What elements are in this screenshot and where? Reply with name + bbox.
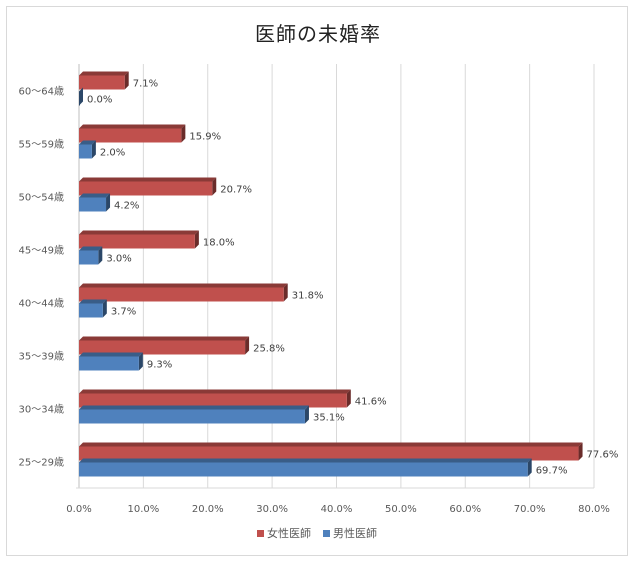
x-tick-label: 60.0%: [449, 504, 481, 515]
bar: [79, 393, 347, 408]
data-label: 69.7%: [536, 466, 568, 477]
bar-side-face: [91, 140, 96, 159]
legend-swatch: [257, 530, 264, 537]
bar: [79, 340, 246, 355]
y-tick-label: 55〜59歳: [19, 139, 64, 151]
y-tick-label: 35〜39歳: [19, 351, 64, 363]
data-label: 3.0%: [106, 254, 131, 265]
bar-side-face: [346, 389, 351, 408]
y-tick-label: 50〜54歳: [19, 192, 64, 204]
bar: [79, 181, 213, 196]
bar-side-face: [138, 352, 143, 371]
bar-top-face: [79, 283, 288, 288]
bar-top-face: [79, 442, 583, 447]
bar-top-face: [79, 230, 199, 235]
data-label: 2.0%: [100, 148, 125, 159]
bar-top-face: [79, 71, 129, 76]
x-tick-label: 80.0%: [578, 504, 610, 515]
bar-top-face: [79, 177, 217, 182]
bar-top-face: [79, 140, 96, 145]
data-label: 25.8%: [253, 344, 285, 355]
bar-side-face: [212, 177, 217, 196]
bar-top-face: [79, 389, 351, 394]
y-tick-label: 60〜64歳: [19, 86, 64, 98]
bar: [79, 91, 80, 106]
bar-top-face: [79, 299, 107, 304]
bar-top-face: [79, 193, 111, 198]
bar-top-face: [79, 124, 186, 129]
y-tick-label: 40〜44歳: [19, 298, 64, 310]
data-label: 20.7%: [220, 185, 252, 196]
x-tick-label: 40.0%: [321, 504, 353, 515]
x-tick-label: 10.0%: [127, 504, 159, 515]
bar: [79, 128, 182, 143]
data-label: 31.8%: [292, 291, 324, 302]
bar-top-face: [79, 352, 143, 357]
bar-side-face: [181, 124, 186, 143]
bar-side-face: [245, 336, 250, 355]
bar: [79, 197, 107, 212]
bar: [79, 287, 284, 302]
bar: [79, 356, 139, 371]
y-tick-label: 45〜49歳: [19, 245, 64, 257]
bar-side-face: [106, 193, 111, 212]
legend-label: 男性医師: [333, 526, 377, 540]
y-tick-label: 30〜34歳: [19, 404, 64, 416]
data-label: 9.3%: [147, 360, 172, 371]
bar-top-face: [79, 336, 250, 341]
bar: [79, 144, 92, 159]
bar: [79, 234, 195, 249]
data-label: 18.0%: [203, 238, 235, 249]
y-tick-label: 25〜29歳: [19, 457, 64, 469]
bar-side-face: [194, 230, 199, 249]
x-tick-label: 30.0%: [256, 504, 288, 515]
legend-swatch: [323, 530, 330, 537]
bar: [79, 446, 579, 461]
data-label: 77.6%: [587, 450, 619, 461]
bar-top-face: [79, 246, 103, 251]
x-tick-label: 0.0%: [66, 504, 91, 515]
x-tick-label: 70.0%: [514, 504, 546, 515]
data-label: 3.7%: [111, 307, 136, 318]
bar-top-face: [79, 405, 309, 410]
bar-side-face: [283, 283, 288, 302]
bar-side-face: [98, 246, 103, 265]
bar: [79, 303, 103, 318]
x-tick-label: 20.0%: [192, 504, 224, 515]
legend-label: 女性医師: [267, 526, 311, 540]
data-label: 35.1%: [313, 413, 345, 424]
data-label: 7.1%: [133, 79, 158, 90]
bar-side-face: [102, 299, 107, 318]
bar-side-face: [527, 458, 532, 477]
data-label: 15.9%: [189, 132, 221, 143]
bar-side-face: [304, 405, 309, 424]
data-label: 4.2%: [114, 201, 139, 212]
bar: [79, 409, 305, 424]
bar: [79, 250, 99, 265]
data-label: 41.6%: [355, 397, 387, 408]
chart-title: 医師の未婚率: [255, 22, 381, 46]
data-label: 0.0%: [87, 95, 112, 106]
bar-side-face: [578, 442, 583, 461]
bar: [79, 75, 125, 90]
bar-side-face: [124, 71, 129, 90]
x-tick-label: 50.0%: [385, 504, 417, 515]
bar: [79, 462, 528, 477]
bar-top-face: [79, 458, 532, 463]
